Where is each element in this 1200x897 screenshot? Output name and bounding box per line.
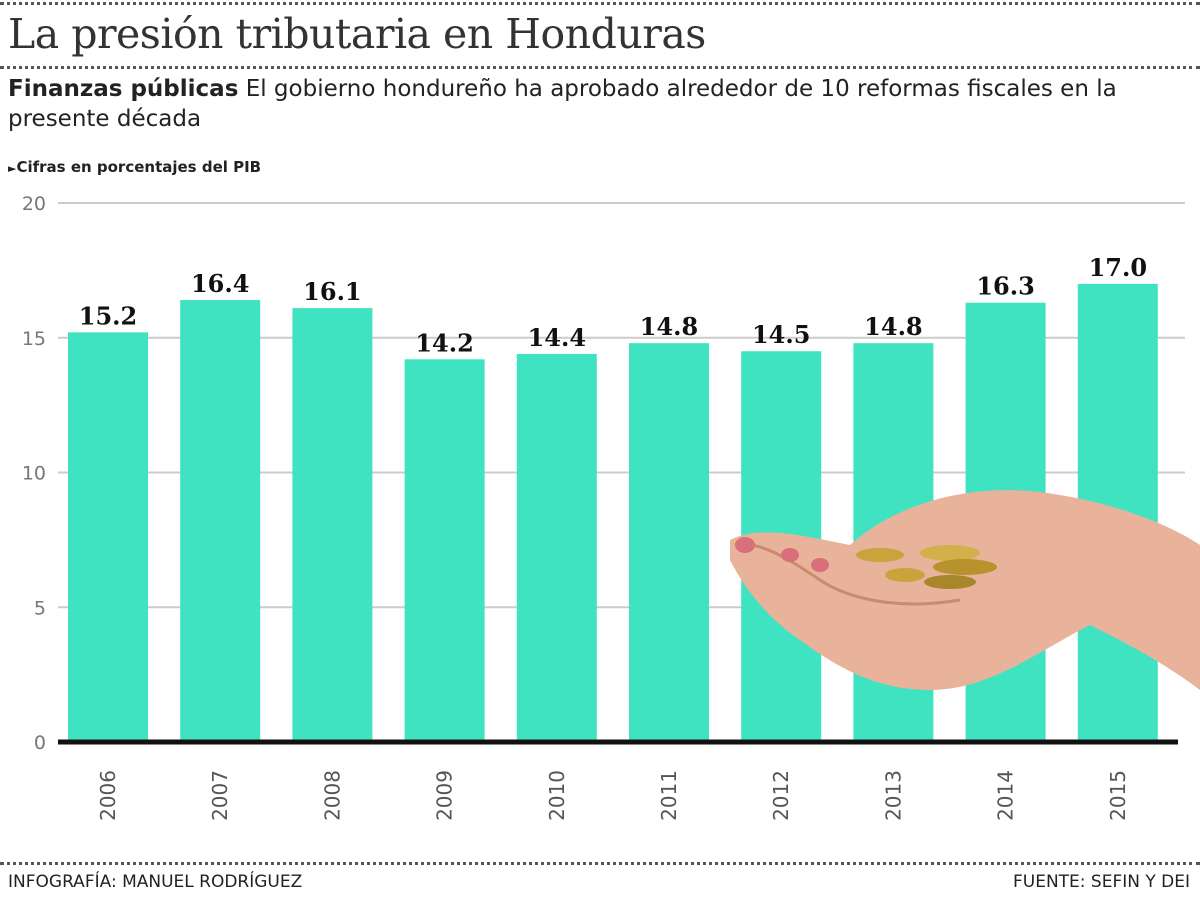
value-label: 14.8 <box>864 312 922 341</box>
y-tick-label: 0 <box>34 732 46 754</box>
value-label: 14.8 <box>640 312 698 341</box>
value-label: 14.4 <box>528 323 586 352</box>
top-divider <box>0 2 1200 5</box>
x-tick-label: 2013 <box>881 770 905 821</box>
x-tick-label: 2012 <box>769 770 793 821</box>
units-note-text: Cifras en porcentajes del PIB <box>16 158 262 176</box>
source-text: FUENTE: SEFIN Y DEI <box>1012 872 1190 892</box>
x-tick-label: 2011 <box>657 770 681 821</box>
y-tick-label: 20 <box>22 193 46 215</box>
hand-with-coins-image <box>730 490 1200 690</box>
y-tick-label: 10 <box>22 463 46 485</box>
x-tick-label: 2014 <box>994 770 1018 821</box>
value-label: 14.2 <box>415 328 473 357</box>
value-label: 14.5 <box>752 320 810 349</box>
y-tick-label: 15 <box>22 328 46 350</box>
y-tick-label: 5 <box>34 597 46 619</box>
title-divider <box>0 66 1200 69</box>
x-tick-label: 2010 <box>545 770 569 821</box>
bar-2011 <box>629 343 709 742</box>
value-label: 16.1 <box>303 277 361 306</box>
bottom-divider <box>0 862 1200 865</box>
bar-2008 <box>292 308 373 742</box>
units-note: ►Cifras en porcentajes del PIB <box>8 158 261 176</box>
value-label: 15.2 <box>79 301 137 330</box>
bar-2006 <box>68 332 148 742</box>
bar-2007 <box>180 300 261 742</box>
subtitle-text: El gobierno hondureño ha aprobado alrede… <box>8 76 1117 132</box>
triangle-bullet-icon: ► <box>8 162 17 175</box>
chart-subtitle: Finanzas públicas El gobierno hondureño … <box>8 74 1158 134</box>
x-tick-label: 2007 <box>208 770 232 821</box>
value-label: 17.0 <box>1089 253 1147 282</box>
credit-text: INFOGRAFÍA: MANUEL RODRÍGUEZ <box>8 872 303 892</box>
chart-title: La presión tributaria en Honduras <box>8 10 706 58</box>
x-tick-label: 2006 <box>96 770 120 821</box>
value-label: 16.3 <box>976 272 1034 301</box>
bar-2010 <box>516 353 597 742</box>
x-tick-label: 2015 <box>1106 770 1130 821</box>
subtitle-bold: Finanzas públicas <box>8 76 239 102</box>
bar-2009 <box>404 359 485 742</box>
x-tick-label: 2008 <box>320 770 344 821</box>
x-tick-label: 2009 <box>433 770 457 821</box>
value-label: 16.4 <box>191 269 249 298</box>
